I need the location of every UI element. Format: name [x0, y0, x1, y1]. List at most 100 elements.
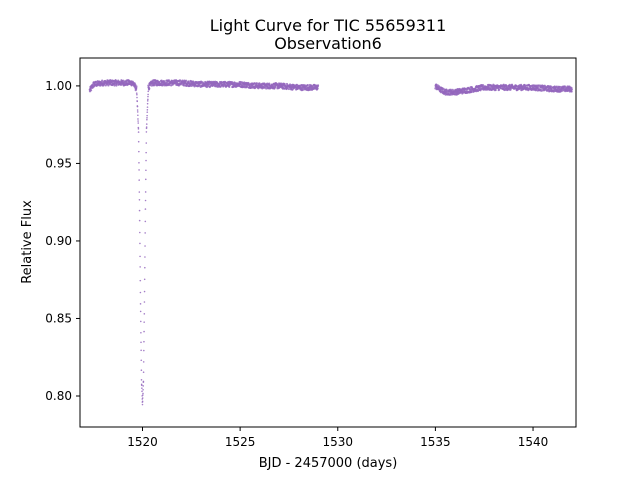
data-point	[89, 89, 93, 92]
data-point	[146, 111, 149, 113]
data-point	[141, 400, 144, 403]
data-point	[140, 384, 143, 387]
data-point	[142, 371, 145, 374]
data-point	[136, 93, 138, 96]
data-point	[142, 380, 145, 383]
data-point	[316, 84, 320, 87]
data-point	[146, 118, 148, 121]
y-axis-label: Relative Flux	[20, 200, 35, 284]
data-point	[137, 118, 139, 120]
data-point	[143, 313, 146, 315]
data-points	[88, 79, 573, 406]
data-point	[148, 87, 151, 90]
data-point	[247, 81, 250, 85]
data-point	[142, 385, 145, 387]
data-point	[144, 232, 146, 234]
data-point	[146, 102, 149, 105]
data-point	[137, 122, 140, 124]
data-point	[144, 191, 147, 193]
data-point	[140, 369, 143, 371]
x-tick-label: 1535	[420, 435, 451, 449]
data-point	[158, 80, 161, 84]
data-point	[136, 105, 139, 108]
data-point	[537, 84, 540, 87]
data-point	[143, 278, 146, 281]
data-point	[494, 88, 497, 92]
data-point	[137, 126, 140, 129]
data-point	[138, 179, 140, 181]
data-point	[144, 266, 146, 269]
data-point	[167, 79, 171, 82]
data-point	[140, 341, 142, 344]
data-point	[138, 150, 140, 153]
data-point	[274, 86, 277, 89]
data-point	[144, 256, 146, 258]
chart-title: Light Curve for TIC 55659311	[210, 16, 447, 35]
data-point	[222, 84, 225, 87]
data-point	[497, 88, 501, 91]
data-point	[183, 84, 186, 87]
y-tick-label: 0.90	[45, 234, 72, 248]
data-point	[163, 80, 166, 83]
data-point	[140, 359, 143, 362]
data-point	[143, 330, 145, 333]
data-point	[139, 255, 141, 258]
data-point	[139, 231, 141, 234]
data-point	[141, 397, 144, 399]
data-point	[138, 161, 140, 164]
x-tick-label: 1520	[127, 435, 158, 449]
data-point	[140, 349, 142, 352]
data-point	[143, 349, 145, 352]
x-axis-label: BJD - 2457000 (days)	[259, 456, 398, 471]
chart-subtitle: Observation6	[274, 34, 382, 53]
data-point	[146, 114, 148, 117]
data-point	[138, 169, 140, 171]
data-point	[139, 303, 142, 305]
data-point	[141, 387, 143, 390]
data-point	[136, 111, 139, 113]
data-point	[228, 85, 231, 89]
data-point	[245, 85, 249, 88]
data-point	[146, 106, 149, 108]
data-point	[139, 320, 142, 323]
data-point	[145, 169, 147, 172]
y-axis-ticks: 0.80 0.85 0.90 0.95 1.00	[45, 79, 80, 403]
data-point	[147, 93, 149, 96]
data-point	[138, 209, 141, 212]
data-point	[144, 220, 147, 223]
data-point	[470, 90, 473, 94]
data-point	[489, 86, 492, 90]
data-point	[147, 98, 149, 101]
data-point	[138, 191, 141, 193]
data-point	[137, 128, 140, 130]
data-point	[143, 340, 145, 343]
data-point	[140, 331, 142, 334]
data-point	[113, 84, 116, 87]
data-point	[144, 208, 147, 210]
data-point	[136, 100, 139, 103]
data-point	[142, 392, 144, 395]
data-point	[265, 87, 268, 90]
data-point	[198, 84, 201, 87]
data-point	[139, 279, 142, 282]
data-point	[139, 291, 142, 294]
data-point	[146, 109, 149, 111]
data-point	[144, 199, 147, 202]
data-point	[138, 219, 141, 222]
data-point	[145, 127, 148, 130]
data-point	[138, 198, 141, 201]
data-point	[142, 388, 144, 391]
data-point	[143, 321, 145, 323]
data-point	[145, 159, 147, 162]
data-point	[137, 131, 140, 133]
data-point	[144, 178, 147, 181]
plot-frame	[79, 57, 577, 428]
data-point	[285, 82, 289, 86]
data-point	[135, 86, 138, 89]
data-point	[476, 89, 480, 93]
data-point	[141, 390, 143, 393]
x-tick-label: 1525	[225, 435, 256, 449]
data-point	[137, 114, 139, 117]
